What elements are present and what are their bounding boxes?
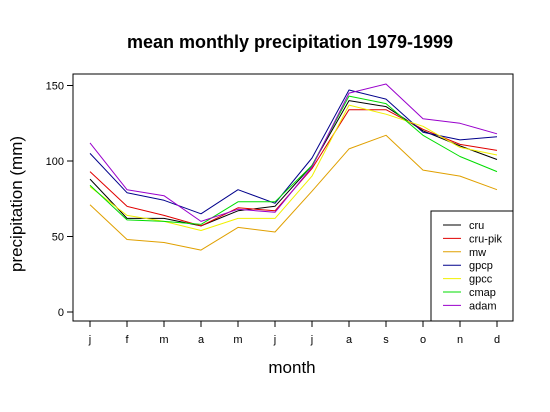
x-tick-label: j (310, 334, 313, 346)
series-line-gpcc (89, 104, 498, 231)
legend-label-cru: cru (469, 220, 484, 232)
legend-label-adam: adam (469, 300, 497, 312)
series-line-adam (89, 83, 498, 222)
x-tick-label: a (346, 334, 353, 346)
series-line-cmap (89, 95, 498, 225)
plot-area-frame (72, 73, 514, 322)
series-line-mw (89, 134, 498, 251)
x-tick-label: s (383, 334, 389, 346)
y-tick-label: 0 (58, 307, 64, 319)
legend-label-mw: mw (469, 247, 486, 259)
x-tick-label: m (159, 334, 168, 346)
x-tick-label: o (420, 334, 426, 346)
y-tick-label: 50 (52, 232, 64, 244)
y-axis-title: precipitation (mm) (7, 136, 26, 272)
x-tick-label: a (198, 334, 205, 346)
x-axis-title: month (268, 358, 315, 377)
legend-label-gpcc: gpcc (469, 274, 493, 286)
legend-label-cmap: cmap (469, 287, 496, 299)
x-tick-label: j (88, 334, 91, 346)
chart-title: mean monthly precipitation 1979-1999 (127, 32, 453, 52)
x-tick-label: d (494, 334, 500, 346)
x-tick-label: m (233, 334, 242, 346)
series-line-gpcp (89, 89, 498, 215)
legend-label-gpcp: gpcp (469, 260, 493, 272)
x-tick-label: n (457, 334, 463, 346)
legend-box (430, 210, 514, 322)
x-tick-label: j (273, 334, 276, 346)
y-tick-label: 100 (46, 156, 64, 168)
x-tick-label: f (125, 334, 129, 346)
axes: 0 50 100 150 j f m a m j j a s o n d (46, 81, 500, 347)
y-tick-label: 150 (46, 81, 64, 93)
data-series (89, 83, 498, 251)
legend-label-cru-pik: cru-pik (469, 233, 503, 245)
